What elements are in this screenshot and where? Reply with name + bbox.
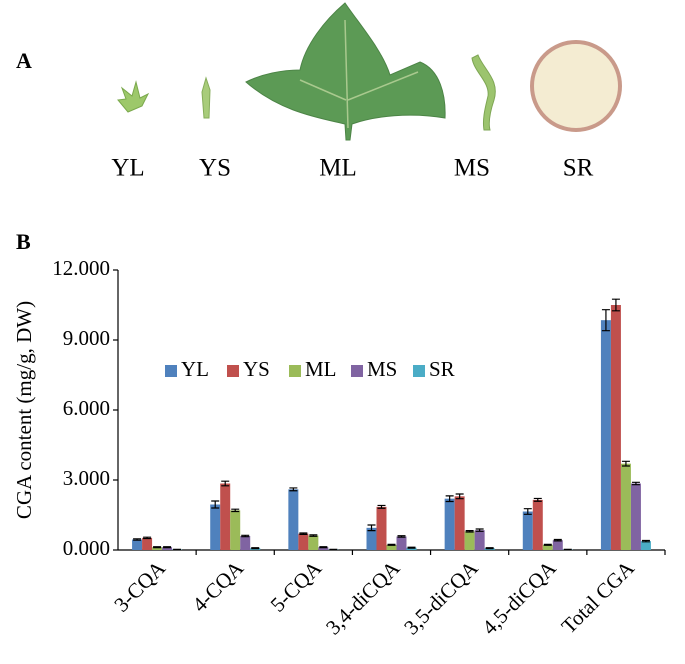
y-tick-label: 6.000 (63, 396, 110, 420)
bar (630, 483, 641, 550)
leaf-photo (245, 2, 446, 141)
panel-label: B (16, 229, 31, 254)
error-bar (533, 497, 542, 502)
legend-label: ML (305, 357, 337, 381)
sample-label: YL (111, 155, 144, 182)
error-bar (241, 534, 250, 538)
legend-swatch (165, 365, 177, 377)
error-bar (631, 481, 640, 486)
bar (386, 544, 397, 550)
error-bar (553, 538, 562, 542)
x-tick-label: 4-CQA (187, 555, 248, 616)
error-bar (387, 543, 396, 546)
legend-swatch (227, 365, 239, 377)
bar (464, 531, 475, 550)
bar (162, 547, 173, 550)
legend-swatch (351, 365, 363, 377)
y-tick-label: 0.000 (63, 536, 110, 560)
stem-photo (201, 76, 211, 119)
error-bar (299, 532, 308, 535)
error-bar (211, 500, 220, 509)
error-bar (231, 508, 240, 513)
sample-label: MS (454, 155, 490, 182)
sample-label: SR (563, 155, 594, 182)
legend-label: MS (367, 357, 397, 381)
x-tick-label: 5-CQA (266, 555, 327, 616)
error-bar (377, 504, 386, 509)
bar (444, 498, 455, 550)
y-tick-label: 9.000 (63, 326, 110, 350)
bar (142, 537, 153, 550)
root-photo (530, 40, 622, 132)
legend-swatch (289, 365, 301, 377)
error-bar (641, 539, 650, 543)
bar (132, 539, 143, 550)
y-tick-label: 12.000 (52, 256, 110, 280)
sample-label: YS (199, 155, 231, 182)
error-bar (143, 536, 152, 540)
legend-label: YS (243, 357, 270, 381)
error-bar (601, 309, 610, 332)
error-bar (289, 487, 298, 492)
error-bar (163, 546, 172, 549)
x-tick-label: 3,4-diCQA (321, 555, 405, 639)
error-bar (621, 460, 630, 467)
error-bar (367, 524, 376, 532)
bar (454, 496, 465, 550)
error-bar (397, 535, 406, 538)
panel-label: A (16, 48, 32, 73)
bar (220, 483, 231, 550)
bar (552, 540, 563, 550)
bar (308, 535, 319, 550)
error-bar (309, 534, 318, 537)
bar (240, 536, 251, 550)
sample-label: ML (319, 155, 357, 182)
y-tick-label: 3.000 (63, 466, 110, 490)
legend-label: SR (429, 357, 455, 381)
bar (230, 510, 241, 550)
bar (610, 305, 621, 550)
stem-photo (471, 54, 496, 131)
error-bar (475, 528, 484, 532)
legend-label: YL (181, 357, 209, 381)
bar (522, 511, 533, 550)
bar (396, 536, 407, 550)
error-bar (485, 547, 494, 550)
bar (298, 533, 309, 550)
bar (406, 547, 417, 550)
error-bar (611, 298, 620, 312)
bar (542, 544, 553, 550)
error-bar (523, 508, 532, 515)
bar (474, 530, 485, 550)
error-bar (465, 530, 474, 533)
bar (376, 506, 387, 550)
error-bar (455, 493, 464, 500)
error-bar (407, 546, 416, 549)
legend-swatch (413, 365, 425, 377)
leaf-photo (117, 80, 150, 113)
bar (288, 489, 299, 550)
bar (152, 547, 163, 550)
bar (366, 527, 377, 550)
x-tick-label: 3-CQA (109, 555, 170, 616)
y-axis-label: CGA content (mg/g, DW) (12, 301, 36, 519)
error-bar (445, 495, 454, 503)
error-bar (319, 546, 328, 549)
x-tick-label: Total CGA (557, 555, 640, 638)
bar (620, 463, 631, 550)
bar (640, 541, 651, 550)
bar (210, 504, 221, 550)
x-tick-label: 3,5-diCQA (399, 555, 483, 639)
bar (532, 499, 543, 550)
error-bar (133, 538, 142, 541)
x-tick-label: 4,5-diCQA (477, 555, 561, 639)
leaf-vein (299, 19, 419, 129)
error-bar (221, 480, 230, 487)
bar (600, 320, 611, 550)
error-bar (251, 547, 260, 550)
bar (318, 547, 329, 550)
error-bar (153, 546, 162, 549)
error-bar (543, 543, 552, 546)
